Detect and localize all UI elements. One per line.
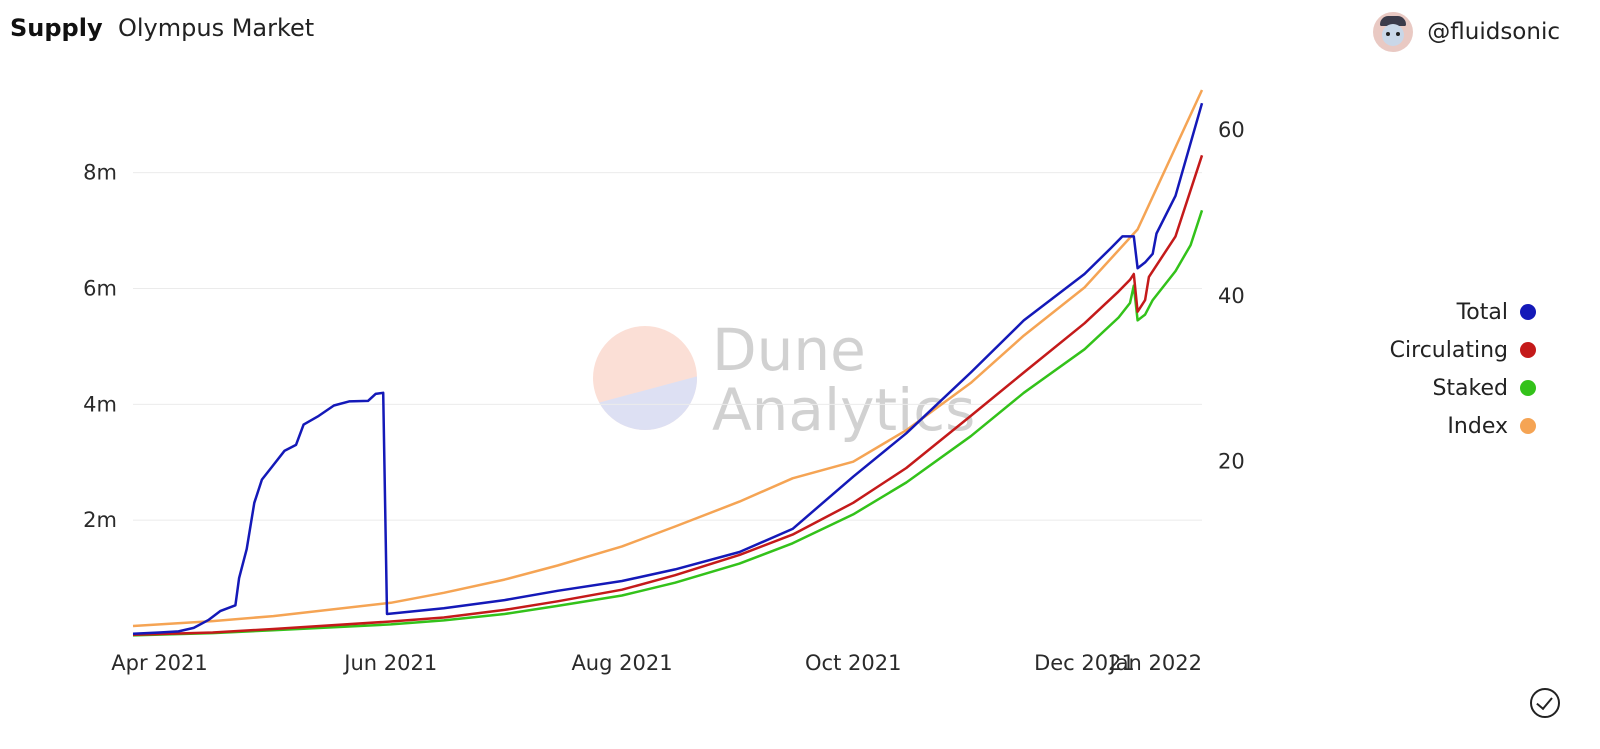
x-tick-label: Jun 2021: [342, 651, 437, 675]
chart-subtitle: Olympus Market: [118, 14, 315, 42]
series-line-circulating: [132, 154, 1204, 637]
y-left-tick-label: 8m: [83, 161, 117, 185]
series-line-index: [132, 89, 1204, 628]
legend-item-circulating[interactable]: Circulating: [1390, 331, 1536, 369]
x-axis: Apr 2021 Jun 2021 Aug 2021 Oct 2021 Dec 2021…: [111, 651, 1202, 675]
series-lines: [132, 89, 1204, 637]
legend-label: Staked: [1432, 375, 1508, 401]
series-line-staked: [132, 209, 1204, 637]
legend: Total Circulating Staked Index: [1390, 293, 1536, 445]
y-left-axis: 2m 4m 6m 8m: [83, 161, 117, 533]
legend-item-staked[interactable]: Staked: [1390, 369, 1536, 407]
legend-dot: [1520, 304, 1536, 320]
check-circle-icon[interactable]: [1530, 688, 1560, 718]
x-tick-label: Aug 2021: [571, 651, 672, 675]
y-left-tick-label: 6m: [83, 277, 117, 301]
author-handle: @fluidsonic: [1427, 19, 1560, 45]
legend-label: Total: [1456, 299, 1508, 325]
y-right-tick-label: 40: [1218, 284, 1245, 308]
y-right-tick-label: 60: [1218, 118, 1245, 142]
series-line-total: [132, 102, 1204, 635]
legend-item-index[interactable]: Index: [1390, 407, 1536, 445]
watermark: Dune Analytics: [593, 316, 975, 444]
x-tick-label: Apr 2021: [111, 651, 207, 675]
y-right-axis: 20 40 60: [1218, 118, 1245, 474]
legend-item-total[interactable]: Total: [1390, 293, 1536, 331]
legend-dot: [1520, 418, 1536, 434]
x-tick-label: Dec 2021: [1034, 651, 1135, 675]
legend-label: Index: [1447, 413, 1508, 439]
author-link[interactable]: @fluidsonic: [1373, 12, 1560, 52]
grid: [133, 172, 1202, 521]
x-tick-label: Oct 2021: [805, 651, 901, 675]
avatar-icon: [1373, 12, 1414, 52]
y-right-tick-label: 20: [1218, 450, 1245, 474]
watermark-line1: Dune: [712, 316, 866, 384]
legend-dot: [1520, 342, 1536, 358]
x-tick-label: Jan 2022: [1108, 651, 1203, 675]
chart-title: Supply: [10, 14, 103, 42]
legend-label: Circulating: [1389, 337, 1508, 363]
y-left-tick-label: 2m: [83, 508, 117, 532]
legend-dot: [1520, 380, 1536, 396]
y-left-tick-label: 4m: [83, 392, 117, 416]
